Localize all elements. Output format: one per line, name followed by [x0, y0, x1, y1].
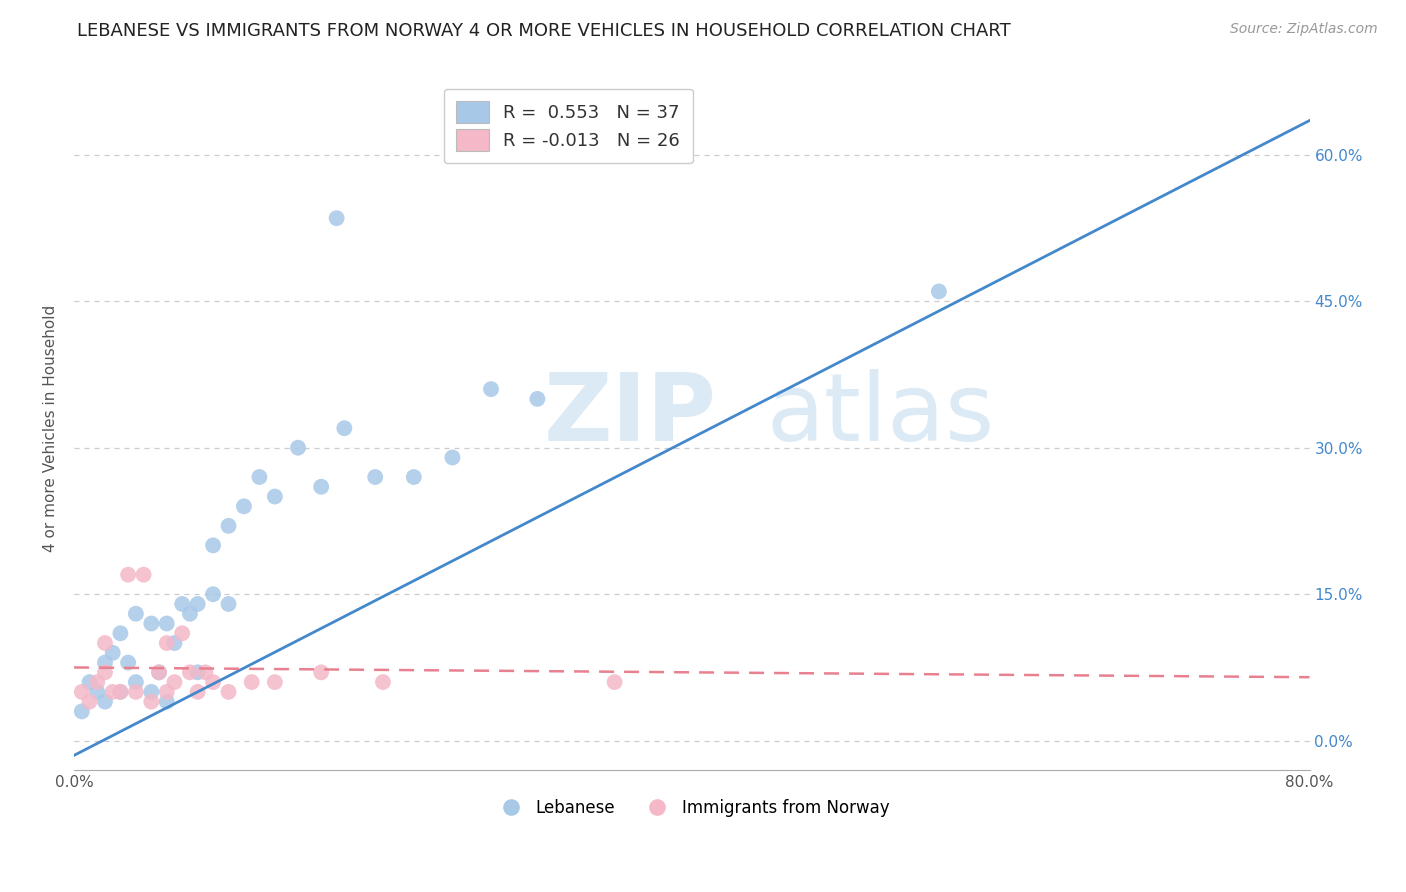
Point	[364, 470, 387, 484]
Point	[94, 656, 117, 670]
Point	[94, 636, 117, 650]
Point	[263, 490, 285, 504]
Text: ZIP: ZIP	[544, 368, 717, 460]
Text: LEBANESE VS IMMIGRANTS FROM NORWAY 4 OR MORE VEHICLES IN HOUSEHOLD CORRELATION C: LEBANESE VS IMMIGRANTS FROM NORWAY 4 OR …	[77, 22, 1011, 40]
Point	[202, 538, 225, 552]
Point	[402, 470, 425, 484]
Point	[156, 695, 179, 709]
Point	[163, 675, 186, 690]
Point	[163, 636, 186, 650]
Point	[187, 665, 209, 680]
Point	[141, 616, 163, 631]
Point	[309, 480, 332, 494]
Point	[148, 665, 170, 680]
Point	[928, 285, 950, 299]
Point	[125, 675, 148, 690]
Point	[263, 675, 285, 690]
Point	[287, 441, 309, 455]
Point	[172, 597, 194, 611]
Point	[117, 656, 139, 670]
Point	[70, 685, 93, 699]
Point	[94, 695, 117, 709]
Point	[179, 607, 201, 621]
Point	[179, 665, 201, 680]
Point	[156, 636, 179, 650]
Point	[479, 382, 502, 396]
Point	[101, 685, 124, 699]
Text: atlas: atlas	[766, 368, 994, 460]
Point	[117, 567, 139, 582]
Point	[156, 685, 179, 699]
Point	[202, 587, 225, 601]
Point	[603, 675, 626, 690]
Point	[233, 500, 256, 514]
Point	[333, 421, 356, 435]
Point	[194, 665, 217, 680]
Point	[70, 705, 93, 719]
Point	[125, 607, 148, 621]
Point	[325, 211, 347, 226]
Point	[110, 685, 132, 699]
Point	[218, 685, 240, 699]
Point	[86, 675, 108, 690]
Point	[101, 646, 124, 660]
Point	[187, 685, 209, 699]
Point	[110, 685, 132, 699]
Point	[218, 597, 240, 611]
Point	[148, 665, 170, 680]
Point	[371, 675, 394, 690]
Point	[79, 695, 101, 709]
Point	[86, 685, 108, 699]
Y-axis label: 4 or more Vehicles in Household: 4 or more Vehicles in Household	[44, 304, 58, 552]
Point	[94, 665, 117, 680]
Point	[141, 695, 163, 709]
Point	[247, 470, 270, 484]
Point	[156, 616, 179, 631]
Legend: Lebanese, Immigrants from Norway: Lebanese, Immigrants from Norway	[488, 792, 896, 823]
Point	[187, 597, 209, 611]
Point	[132, 567, 155, 582]
Point	[202, 675, 225, 690]
Text: Source: ZipAtlas.com: Source: ZipAtlas.com	[1230, 22, 1378, 37]
Point	[309, 665, 332, 680]
Point	[240, 675, 263, 690]
Point	[218, 519, 240, 533]
Point	[441, 450, 464, 465]
Point	[526, 392, 548, 406]
Point	[79, 675, 101, 690]
Point	[125, 685, 148, 699]
Point	[110, 626, 132, 640]
Point	[141, 685, 163, 699]
Point	[172, 626, 194, 640]
